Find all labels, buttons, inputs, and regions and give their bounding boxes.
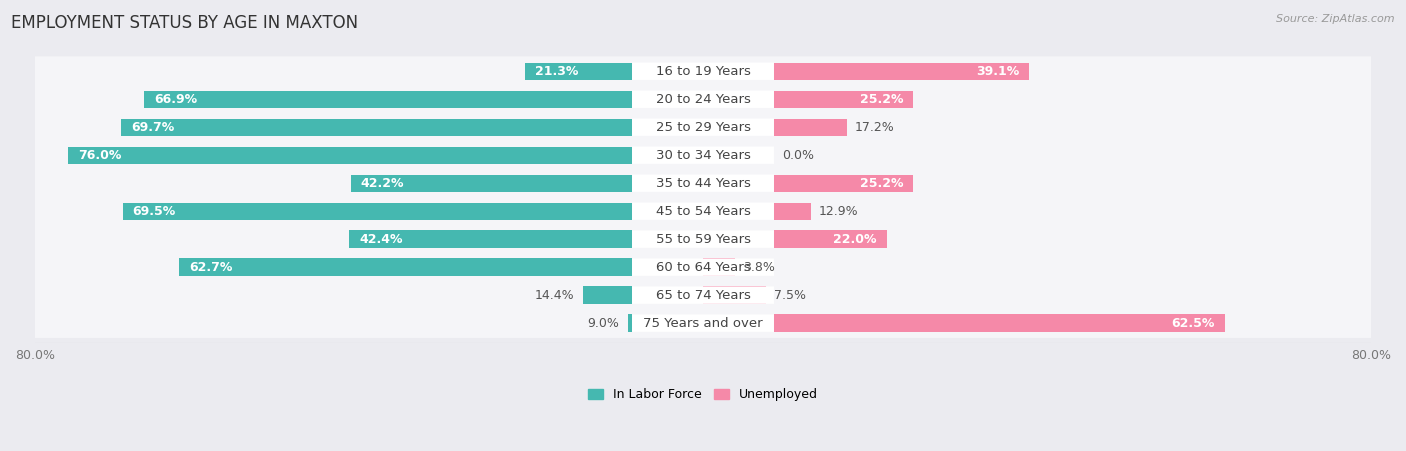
Text: 22.0%: 22.0%	[834, 233, 877, 246]
Bar	[69, 147, 633, 164]
FancyBboxPatch shape	[30, 196, 1376, 226]
Text: 55 to 59 Years: 55 to 59 Years	[655, 233, 751, 246]
Text: 0.0%: 0.0%	[782, 149, 814, 162]
FancyBboxPatch shape	[633, 63, 773, 80]
Bar	[773, 230, 887, 248]
FancyBboxPatch shape	[633, 286, 773, 304]
Text: 45 to 54 Years: 45 to 54 Years	[655, 205, 751, 218]
FancyBboxPatch shape	[633, 202, 773, 220]
Bar	[628, 314, 633, 332]
Bar	[703, 286, 766, 304]
Text: 65 to 74 Years: 65 to 74 Years	[655, 289, 751, 302]
Text: 39.1%: 39.1%	[976, 65, 1019, 78]
Text: 14.4%: 14.4%	[534, 289, 575, 302]
Bar	[773, 314, 1225, 332]
Text: 25.2%: 25.2%	[860, 177, 904, 190]
FancyBboxPatch shape	[30, 168, 1376, 198]
Text: 42.4%: 42.4%	[359, 233, 402, 246]
Text: 7.5%: 7.5%	[773, 289, 806, 302]
FancyBboxPatch shape	[30, 84, 1376, 114]
Bar	[773, 175, 914, 192]
Text: 75 Years and over: 75 Years and over	[643, 317, 763, 330]
Bar	[145, 91, 633, 108]
Text: Source: ZipAtlas.com: Source: ZipAtlas.com	[1277, 14, 1395, 23]
Text: 16 to 19 Years: 16 to 19 Years	[655, 65, 751, 78]
Text: 42.2%: 42.2%	[361, 177, 404, 190]
FancyBboxPatch shape	[633, 258, 773, 276]
FancyBboxPatch shape	[633, 314, 773, 332]
Text: 3.8%: 3.8%	[744, 261, 775, 274]
Text: EMPLOYMENT STATUS BY AGE IN MAXTON: EMPLOYMENT STATUS BY AGE IN MAXTON	[11, 14, 359, 32]
Bar	[121, 119, 633, 136]
Bar	[773, 63, 1029, 80]
Bar	[350, 175, 633, 192]
Text: 25.2%: 25.2%	[860, 93, 904, 106]
FancyBboxPatch shape	[30, 56, 1376, 86]
Bar	[349, 230, 633, 248]
FancyBboxPatch shape	[30, 224, 1376, 254]
Bar	[703, 258, 735, 276]
Text: 30 to 34 Years: 30 to 34 Years	[655, 149, 751, 162]
Text: 9.0%: 9.0%	[588, 317, 620, 330]
Text: 66.9%: 66.9%	[155, 93, 197, 106]
Text: 25 to 29 Years: 25 to 29 Years	[655, 121, 751, 133]
Legend: In Labor Force, Unemployed: In Labor Force, Unemployed	[588, 388, 818, 401]
Bar	[180, 258, 633, 276]
Text: 12.9%: 12.9%	[820, 205, 859, 218]
Text: 76.0%: 76.0%	[79, 149, 122, 162]
Text: 69.5%: 69.5%	[132, 205, 176, 218]
Bar	[773, 202, 811, 220]
FancyBboxPatch shape	[30, 140, 1376, 170]
FancyBboxPatch shape	[30, 308, 1376, 338]
FancyBboxPatch shape	[633, 175, 773, 192]
Text: 21.3%: 21.3%	[536, 65, 578, 78]
Text: 62.7%: 62.7%	[190, 261, 233, 274]
Bar	[582, 286, 633, 304]
FancyBboxPatch shape	[30, 252, 1376, 282]
Text: 20 to 24 Years: 20 to 24 Years	[655, 93, 751, 106]
FancyBboxPatch shape	[30, 112, 1376, 142]
FancyBboxPatch shape	[30, 281, 1376, 310]
Bar	[122, 202, 633, 220]
Bar	[773, 91, 914, 108]
Text: 69.7%: 69.7%	[131, 121, 174, 133]
FancyBboxPatch shape	[633, 147, 773, 164]
Bar	[773, 119, 846, 136]
Text: 35 to 44 Years: 35 to 44 Years	[655, 177, 751, 190]
Text: 60 to 64 Years: 60 to 64 Years	[655, 261, 751, 274]
Bar	[526, 63, 633, 80]
Text: 17.2%: 17.2%	[855, 121, 894, 133]
FancyBboxPatch shape	[633, 91, 773, 108]
Text: 62.5%: 62.5%	[1171, 317, 1215, 330]
FancyBboxPatch shape	[633, 119, 773, 136]
FancyBboxPatch shape	[633, 230, 773, 248]
